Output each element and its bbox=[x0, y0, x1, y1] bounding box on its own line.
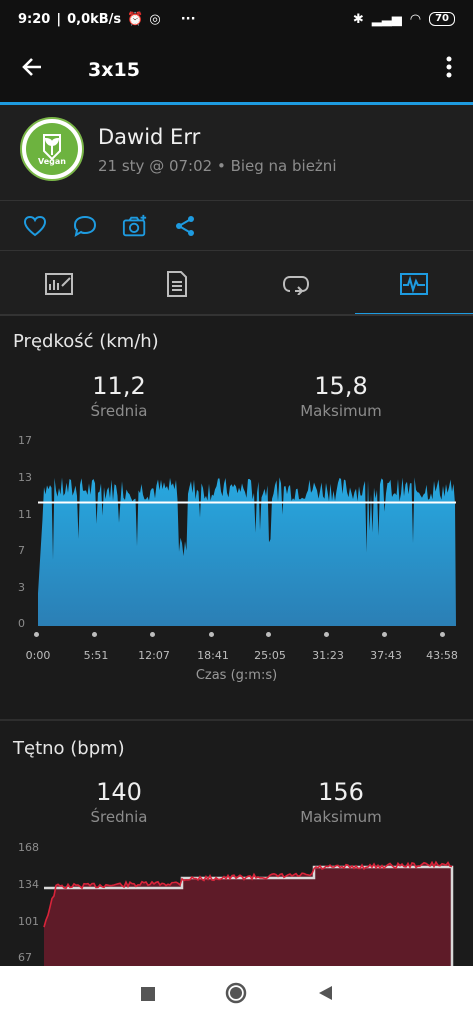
tab-stats[interactable] bbox=[118, 251, 236, 316]
hr-chart-title: Tętno (bpm) bbox=[13, 738, 125, 759]
speed-xtick: 0:00 bbox=[8, 649, 68, 662]
status-time: 9:20 bbox=[18, 12, 50, 27]
speed-average: 11,2 Średnia bbox=[29, 372, 209, 420]
bluetooth-icon: ✱ bbox=[353, 12, 364, 27]
heart-icon[interactable] bbox=[22, 213, 48, 239]
speed-xtick: 18:41 bbox=[183, 649, 243, 662]
speed-xtick-dot bbox=[209, 632, 214, 637]
page-title: 3x15 bbox=[88, 59, 140, 81]
speed-ytick: 0 bbox=[18, 617, 25, 630]
speed-xtick: 43:58 bbox=[412, 649, 472, 662]
activity-meta: 21 sty @ 07:02 • Bieg na bieżni bbox=[98, 157, 336, 175]
avatar-label: Vegan bbox=[26, 157, 78, 166]
speed-area bbox=[38, 477, 456, 626]
more-notifications-icon: ··· bbox=[181, 12, 196, 27]
speed-maximum-label: Maksimum bbox=[251, 402, 431, 420]
hr-maximum: 156 Maksimum bbox=[251, 778, 431, 826]
status-bar: 9:20 | 0,0kB/s ⏰ ◎ ··· ✱ ▂▃▅ ◠ 70 bbox=[0, 0, 473, 38]
avatar[interactable]: Vegan bbox=[20, 117, 84, 181]
wifi-icon: ◠ bbox=[410, 12, 421, 27]
tab-overview[interactable] bbox=[0, 251, 118, 316]
hr-maximum-value: 156 bbox=[251, 778, 431, 806]
hr-ytick: 168 bbox=[18, 841, 39, 854]
signal-icon: ▂▃▅ bbox=[372, 12, 402, 27]
speed-ytick: 13 bbox=[18, 471, 32, 484]
comment-icon[interactable] bbox=[72, 213, 98, 239]
speed-xtick: 37:43 bbox=[356, 649, 416, 662]
speed-xtick: 25:05 bbox=[240, 649, 300, 662]
speed-xtick-dot bbox=[440, 632, 445, 637]
speed-maximum-value: 15,8 bbox=[251, 372, 431, 400]
more-menu-icon[interactable] bbox=[425, 56, 473, 84]
speed-xtick-dot bbox=[150, 632, 155, 637]
hr-ytick: 134 bbox=[18, 878, 39, 891]
tabs-separator bbox=[0, 314, 473, 316]
speed-chart bbox=[38, 440, 456, 626]
speed-xtick: 12:07 bbox=[124, 649, 184, 662]
hr-average-label: Średnia bbox=[29, 808, 209, 826]
speed-ytick: 7 bbox=[18, 544, 25, 557]
activity-header: Vegan Dawid Err 21 sty @ 07:02 • Bieg na… bbox=[0, 105, 473, 201]
battery-icon: 70 bbox=[429, 12, 455, 26]
speed-ytick: 11 bbox=[18, 508, 32, 521]
share-icon[interactable] bbox=[172, 213, 198, 239]
speed-chart-title: Prędkość (km/h) bbox=[13, 331, 159, 352]
speed-maximum: 15,8 Maksimum bbox=[251, 372, 431, 420]
tab-charts[interactable] bbox=[355, 251, 473, 316]
speed-xtick-dot bbox=[92, 632, 97, 637]
hr-average-value: 140 bbox=[29, 778, 209, 806]
back-arrow-icon[interactable] bbox=[0, 55, 64, 85]
speed-xaxis-label: Czas (g:m:s) bbox=[0, 668, 473, 683]
add-photo-icon[interactable] bbox=[122, 213, 148, 239]
graph-icon bbox=[399, 272, 429, 296]
laps-icon bbox=[281, 273, 311, 295]
whatsapp-icon: ◎ bbox=[149, 12, 160, 27]
speed-average-value: 11,2 bbox=[29, 372, 209, 400]
section-divider bbox=[0, 719, 473, 721]
alarm-icon: ⏰ bbox=[127, 12, 143, 27]
speed-average-label: Średnia bbox=[29, 402, 209, 420]
hr-chart bbox=[42, 846, 456, 966]
speed-xtick-dot bbox=[34, 632, 39, 637]
speed-ytick: 17 bbox=[18, 434, 32, 447]
tab-bar bbox=[0, 251, 473, 316]
back-triangle-icon[interactable] bbox=[317, 985, 333, 1005]
home-icon[interactable] bbox=[225, 982, 247, 1008]
chart-overview-icon bbox=[44, 272, 74, 296]
recents-icon[interactable] bbox=[141, 986, 155, 1005]
status-network-speed: 0,0kB/s bbox=[67, 12, 121, 27]
action-bar bbox=[0, 201, 473, 251]
app-bar: 3x15 bbox=[0, 38, 473, 102]
speed-xtick-dot bbox=[266, 632, 271, 637]
speed-xtick: 31:23 bbox=[298, 649, 358, 662]
user-name[interactable]: Dawid Err bbox=[98, 125, 200, 149]
speed-ytick: 3 bbox=[18, 581, 25, 594]
speed-xtick: 5:51 bbox=[66, 649, 126, 662]
document-list-icon bbox=[166, 270, 188, 298]
tab-laps[interactable] bbox=[237, 251, 355, 316]
hr-average: 140 Średnia bbox=[29, 778, 209, 826]
hr-maximum-label: Maksimum bbox=[251, 808, 431, 826]
hr-ytick: 67 bbox=[18, 951, 32, 964]
speed-xtick-dot bbox=[382, 632, 387, 637]
hr-ytick: 101 bbox=[18, 915, 39, 928]
system-nav-bar bbox=[0, 966, 473, 1024]
speed-xtick-dot bbox=[324, 632, 329, 637]
